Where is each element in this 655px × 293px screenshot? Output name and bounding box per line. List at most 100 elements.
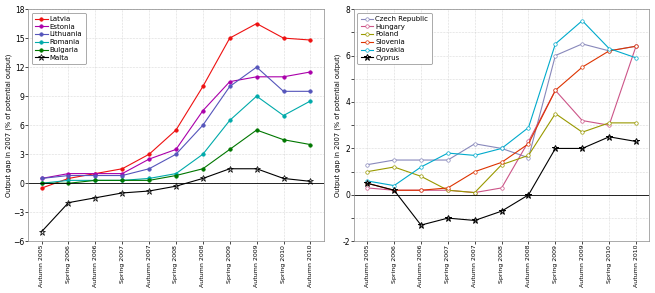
Latvia [92, 172, 100, 175]
Romania [92, 179, 100, 182]
Line: Romania: Romania [40, 94, 312, 185]
Bulgaria [65, 182, 73, 185]
Estonia [226, 80, 234, 84]
Latvia [307, 38, 314, 42]
Poland [471, 191, 479, 194]
Estonia [65, 172, 73, 175]
Bulgaria [226, 148, 234, 151]
Malta [119, 191, 126, 195]
Slovenia [525, 142, 533, 146]
Cyprus [578, 147, 586, 150]
Lithuania [253, 65, 261, 69]
Romania [253, 94, 261, 98]
Czech Republic [364, 163, 371, 166]
Czech Republic [552, 54, 559, 57]
Bulgaria [172, 174, 180, 177]
Slovakia [525, 126, 533, 129]
Malta [253, 167, 261, 171]
Hungary [498, 186, 506, 190]
Estonia [92, 172, 100, 175]
Poland [444, 188, 452, 192]
Bulgaria [38, 182, 46, 185]
Line: Poland: Poland [365, 112, 638, 194]
Lithuania [280, 90, 288, 93]
Estonia [280, 75, 288, 79]
Hungary [390, 188, 398, 192]
Bulgaria [253, 128, 261, 132]
Czech Republic [498, 147, 506, 150]
Slovenia [364, 182, 371, 185]
Estonia [253, 75, 261, 79]
Cyprus [417, 223, 425, 227]
Lithuania [38, 177, 46, 180]
Line: Slovakia: Slovakia [365, 19, 638, 187]
Romania [38, 182, 46, 185]
Lithuania [119, 174, 126, 177]
Poland [605, 121, 613, 125]
Romania [172, 172, 180, 175]
Estonia [38, 177, 46, 180]
Malta [226, 167, 234, 171]
Cyprus [498, 209, 506, 213]
Romania [145, 177, 153, 180]
Poland [364, 170, 371, 173]
Romania [307, 99, 314, 103]
Czech Republic [444, 158, 452, 162]
Slovenia [471, 170, 479, 173]
Estonia [172, 148, 180, 151]
Romania [280, 114, 288, 117]
Cyprus [632, 140, 640, 143]
Lithuania [65, 174, 73, 177]
Hungary [632, 45, 640, 48]
Line: Malta: Malta [38, 165, 314, 235]
Czech Republic [417, 158, 425, 162]
Estonia [119, 172, 126, 175]
Poland [632, 121, 640, 125]
Czech Republic [605, 49, 613, 53]
Slovenia [605, 49, 613, 53]
Poland [525, 154, 533, 157]
Slovakia [444, 151, 452, 155]
Latvia [119, 167, 126, 171]
Slovenia [552, 88, 559, 92]
Poland [498, 163, 506, 166]
Line: Cyprus: Cyprus [364, 133, 639, 229]
Lithuania [226, 85, 234, 88]
Hungary [605, 123, 613, 127]
Malta [38, 230, 46, 234]
Cyprus [364, 182, 371, 185]
Poland [552, 112, 559, 115]
Malta [145, 189, 153, 193]
Hungary [552, 88, 559, 92]
Bulgaria [119, 179, 126, 182]
Malta [172, 184, 180, 188]
Romania [65, 179, 73, 182]
Hungary [578, 119, 586, 122]
Bulgaria [92, 179, 100, 182]
Legend: Latvia, Estonia, Lithuania, Romania, Bulgaria, Malta: Latvia, Estonia, Lithuania, Romania, Bul… [31, 13, 86, 64]
Romania [226, 119, 234, 122]
Bulgaria [280, 138, 288, 142]
Malta [307, 180, 314, 183]
Lithuania [172, 152, 180, 156]
Czech Republic [525, 156, 533, 159]
Hungary [444, 188, 452, 192]
Czech Republic [390, 158, 398, 162]
Legend: Czech Republic, Hungary, Poland, Slovenia, Slovakia, Cyprus: Czech Republic, Hungary, Poland, Sloveni… [357, 13, 432, 64]
Poland [578, 130, 586, 134]
Slovenia [632, 45, 640, 48]
Slovakia [364, 179, 371, 183]
Line: Lithuania: Lithuania [40, 65, 312, 180]
Line: Slovenia: Slovenia [365, 45, 638, 192]
Slovenia [444, 186, 452, 190]
Slovakia [471, 154, 479, 157]
Hungary [471, 191, 479, 194]
Slovenia [417, 188, 425, 192]
Cyprus [471, 219, 479, 222]
Slovenia [578, 65, 586, 69]
Slovenia [390, 188, 398, 192]
Latvia [280, 36, 288, 40]
Line: Czech Republic: Czech Republic [365, 42, 638, 166]
Lithuania [307, 90, 314, 93]
Latvia [253, 22, 261, 25]
